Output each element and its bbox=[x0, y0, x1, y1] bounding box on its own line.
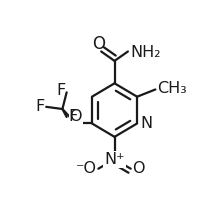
Text: O: O bbox=[132, 161, 145, 176]
Text: NH₂: NH₂ bbox=[131, 45, 161, 60]
Text: O: O bbox=[70, 109, 82, 124]
Text: ⁻O: ⁻O bbox=[76, 161, 97, 176]
Text: F: F bbox=[56, 83, 65, 98]
Text: F: F bbox=[68, 109, 77, 124]
Text: CH₃: CH₃ bbox=[158, 80, 187, 95]
Text: O: O bbox=[92, 35, 105, 53]
Text: N⁺: N⁺ bbox=[104, 152, 125, 167]
Text: N: N bbox=[141, 116, 153, 131]
Text: F: F bbox=[36, 99, 45, 114]
